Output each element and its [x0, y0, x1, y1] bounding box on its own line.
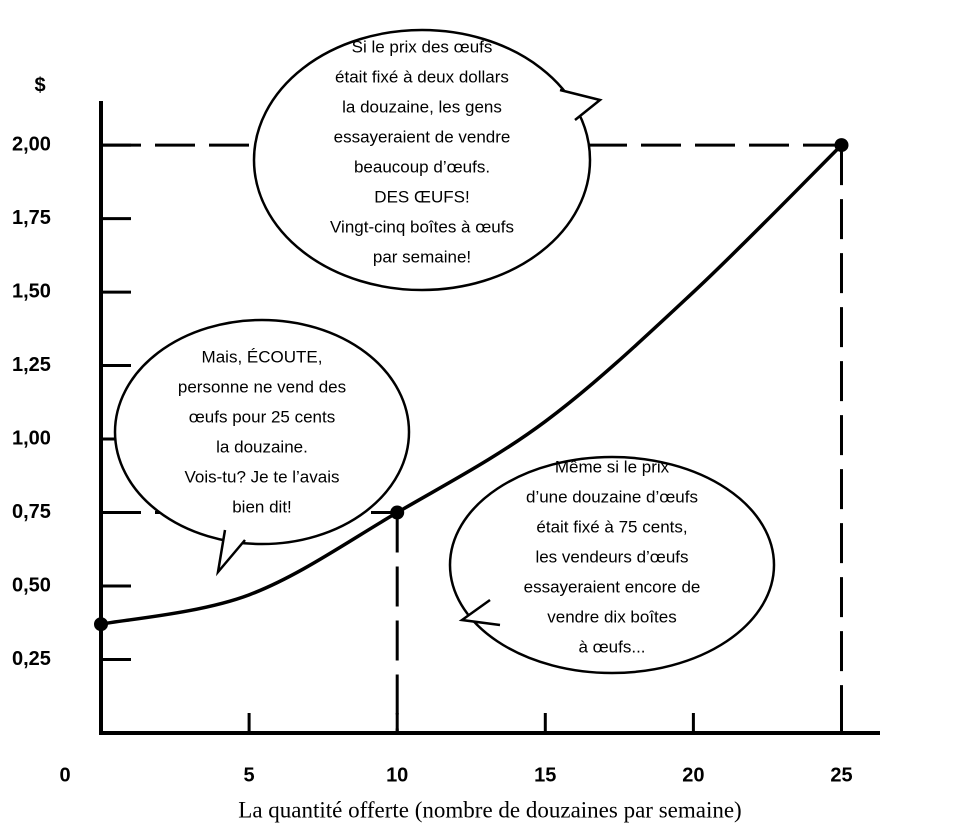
bubble-text: par semaine!: [373, 247, 471, 266]
bubble-text: Vois-tu? Je te l’avais: [185, 467, 340, 486]
bubble-text: la douzaine, les gens: [342, 97, 502, 116]
bubble-tail: [458, 598, 501, 627]
y-axis-label: $: [34, 74, 45, 96]
bubble-text: Même si le prix: [555, 457, 670, 476]
y-tick-label: 0,75: [12, 501, 51, 523]
bubble-tail: [559, 88, 603, 121]
x-tick-label: 20: [682, 764, 704, 786]
y-tick-label: 1,50: [12, 280, 51, 302]
supply-curve: [100, 143, 843, 626]
y-tick-label: 1,00: [12, 427, 51, 449]
bubble-text: personne ne vend des: [178, 377, 346, 396]
bubble-text: la douzaine.: [216, 437, 308, 456]
bubble-text: Vingt-cinq boîtes à œufs: [330, 217, 514, 236]
bubble-text: Mais, ÉCOUTE,: [202, 347, 323, 366]
speech-bubble: [252, 28, 592, 292]
y-tick-label: 1,25: [12, 354, 51, 376]
bubble-text: bien dit!: [232, 497, 292, 516]
bubble-text: Si le prix des œufs: [352, 37, 493, 56]
bubble-text: les vendeurs d’œufs: [535, 547, 688, 566]
y-tick-label: 1,75: [12, 207, 51, 229]
x-tick-label: 15: [534, 764, 556, 786]
bubble-text: d’une douzaine d’œufs: [526, 487, 698, 506]
y-tick-label: 2,00: [12, 133, 51, 155]
x-tick-label: 5: [244, 764, 255, 786]
x-tick-label: 0: [59, 764, 70, 786]
bubble-text: à œufs...: [578, 637, 645, 656]
x-tick-label: 10: [386, 764, 408, 786]
bubble-text: vendre dix boîtes: [547, 607, 676, 626]
point: [94, 617, 108, 632]
y-tick-label: 0,50: [12, 574, 51, 596]
bubble-text: essayeraient de vendre: [334, 127, 511, 146]
bubble-text: œufs pour 25 cents: [189, 407, 335, 426]
speech-bubble: [113, 318, 411, 546]
y-tick-label: 0,25: [12, 648, 51, 670]
speech-bubble: [448, 455, 776, 675]
x-axis-label: La quantité offerte (nombre de douzaines…: [238, 797, 741, 822]
x-tick-label: 25: [830, 764, 852, 786]
bubble-text: beaucoup d’œufs.: [354, 157, 490, 176]
point: [834, 138, 849, 153]
bubble-text: était fixé à deux dollars: [335, 67, 509, 86]
bubble-text: DES ŒUFS!: [374, 187, 469, 206]
bubble-tail: [216, 529, 246, 577]
point: [390, 505, 405, 520]
bubble-text: était fixé à 75 cents,: [536, 517, 687, 536]
bubble-text: essayeraient encore de: [524, 577, 701, 596]
